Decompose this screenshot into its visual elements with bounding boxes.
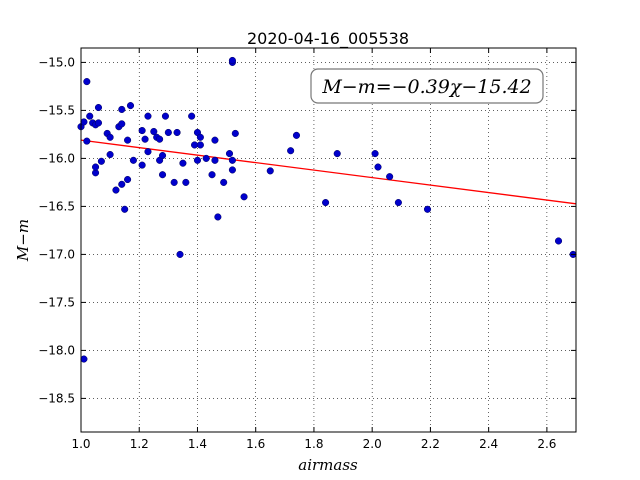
data-points bbox=[77, 56, 577, 363]
grid bbox=[80, 48, 576, 432]
data-point bbox=[292, 131, 301, 139]
y-tick-label: −17.0 bbox=[38, 247, 75, 261]
y-axis-label: M−m bbox=[14, 219, 32, 262]
data-point bbox=[182, 178, 190, 186]
data-point bbox=[176, 250, 184, 258]
data-point bbox=[554, 237, 563, 245]
data-point bbox=[208, 171, 216, 179]
data-point bbox=[124, 136, 132, 144]
data-point bbox=[158, 151, 167, 160]
plot-frame bbox=[80, 47, 577, 433]
x-tick-label: 1.6 bbox=[246, 437, 265, 451]
data-point bbox=[126, 102, 135, 110]
data-point bbox=[141, 135, 149, 143]
x-tick-label: 2.4 bbox=[479, 437, 498, 451]
data-point bbox=[423, 205, 432, 213]
data-point bbox=[394, 199, 402, 207]
data-point bbox=[193, 156, 202, 164]
data-point bbox=[106, 151, 114, 159]
data-point bbox=[129, 156, 137, 164]
x-tick-label: 1.4 bbox=[188, 437, 207, 451]
data-point bbox=[220, 178, 228, 186]
data-point bbox=[225, 150, 234, 158]
data-point bbox=[92, 163, 100, 171]
data-point bbox=[322, 199, 330, 207]
data-point bbox=[83, 137, 91, 145]
data-point bbox=[196, 133, 204, 141]
axis-ticks: 1.0 1.2 1.4 1.6 1.8 2.0 2.2 2.4 2.6 −15.0 −15.5 −16… bbox=[38, 48, 576, 451]
data-point bbox=[112, 186, 120, 194]
data-point bbox=[240, 193, 248, 201]
data-point bbox=[94, 103, 103, 112]
data-point bbox=[118, 105, 126, 113]
data-point bbox=[118, 180, 126, 188]
data-point bbox=[386, 173, 394, 181]
x-tick-label: 2.0 bbox=[363, 437, 382, 451]
data-point bbox=[214, 213, 222, 221]
data-point bbox=[124, 175, 132, 184]
data-point bbox=[228, 166, 236, 174]
data-point bbox=[144, 148, 152, 156]
y-tick-label: −18.0 bbox=[38, 343, 75, 357]
data-point bbox=[333, 150, 341, 158]
x-tick-label: 2.2 bbox=[421, 437, 440, 451]
data-point bbox=[196, 141, 204, 149]
x-tick-label: 1.2 bbox=[130, 437, 149, 451]
data-point bbox=[80, 118, 88, 126]
data-point bbox=[228, 56, 236, 65]
y-tick-label: −15.5 bbox=[38, 103, 75, 117]
fit-line-group bbox=[80, 139, 577, 205]
y-tick-label: −17.5 bbox=[38, 295, 75, 309]
x-axis-label: airmass bbox=[298, 456, 358, 474]
y-tick-label: −16.0 bbox=[38, 151, 75, 165]
x-tick-label: 1.8 bbox=[304, 437, 323, 451]
data-point bbox=[144, 112, 152, 120]
annotation-frame bbox=[310, 68, 544, 104]
data-point bbox=[173, 128, 181, 137]
data-point bbox=[164, 128, 172, 137]
data-point bbox=[121, 205, 129, 213]
data-point bbox=[228, 156, 236, 164]
data-point bbox=[179, 159, 187, 167]
data-point bbox=[94, 119, 103, 127]
y-tick-label: −15.0 bbox=[38, 55, 75, 69]
data-point bbox=[374, 163, 382, 171]
data-point bbox=[80, 355, 88, 363]
data-point bbox=[138, 127, 146, 135]
y-tick-label: −18.5 bbox=[38, 391, 75, 405]
fit-equation: M−m=−0.39χ−15.42 bbox=[321, 76, 531, 98]
x-tick-label: 2.6 bbox=[537, 437, 556, 451]
data-point bbox=[138, 161, 146, 169]
data-point bbox=[106, 133, 114, 141]
data-point bbox=[202, 154, 210, 162]
data-point bbox=[156, 135, 164, 143]
fit-line bbox=[80, 139, 577, 205]
fit-annotation-box: M−m=−0.39χ−15.42 bbox=[310, 68, 544, 104]
data-point bbox=[97, 157, 105, 165]
data-point bbox=[86, 112, 94, 120]
data-point bbox=[188, 112, 196, 120]
data-point bbox=[287, 147, 295, 155]
data-point bbox=[150, 127, 158, 136]
data-point bbox=[231, 129, 239, 137]
y-tick-label: −16.5 bbox=[38, 199, 75, 213]
data-point bbox=[158, 171, 167, 179]
x-tick-label: 1.0 bbox=[71, 437, 90, 451]
data-point bbox=[211, 156, 219, 164]
data-point bbox=[266, 167, 274, 175]
data-point bbox=[161, 112, 169, 120]
data-point bbox=[170, 178, 178, 186]
data-point bbox=[371, 150, 379, 158]
data-point bbox=[83, 78, 91, 86]
chart-title: 2020-04-16_005538 bbox=[247, 29, 409, 49]
data-point bbox=[118, 120, 126, 128]
data-point bbox=[211, 136, 219, 144]
